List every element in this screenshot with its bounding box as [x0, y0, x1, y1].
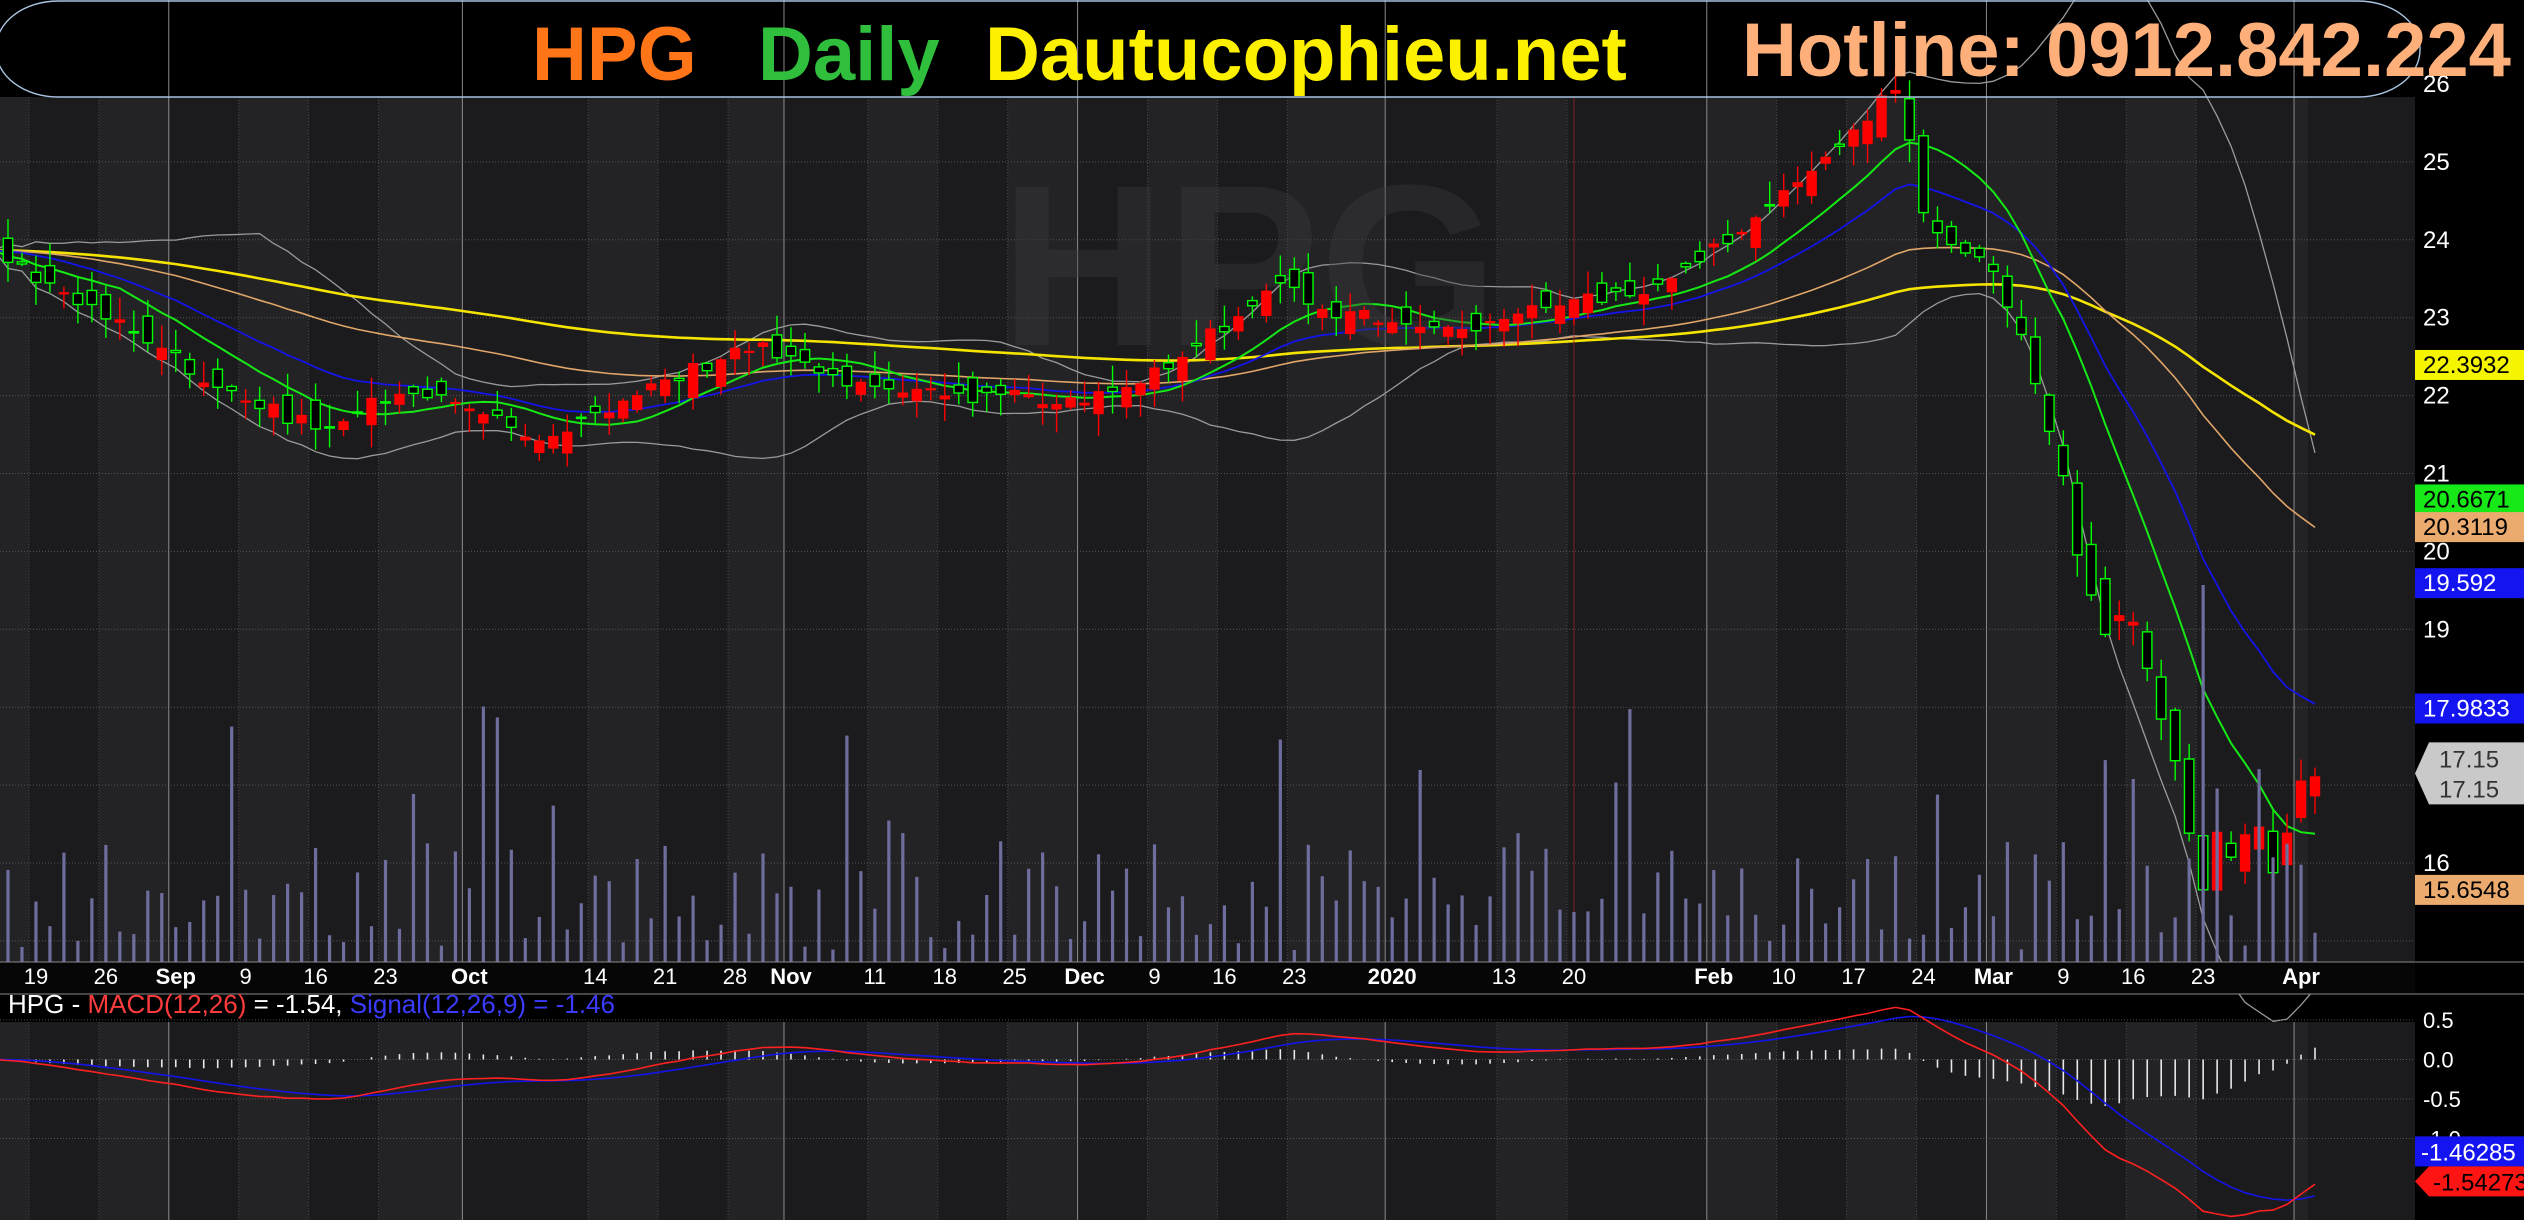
svg-text:-0.5: -0.5 — [2423, 1087, 2461, 1112]
svg-text:16: 16 — [2423, 850, 2450, 877]
svg-text:2020: 2020 — [1368, 964, 1417, 989]
svg-text:HPG - MACD(12,26) = -1.54, Sig: HPG - MACD(12,26) = -1.54, Signal(12,26,… — [8, 989, 615, 1019]
svg-text:0.5: 0.5 — [2423, 1008, 2454, 1033]
svg-text:-1.46285: -1.46285 — [2421, 1139, 2516, 1166]
svg-text:22: 22 — [2423, 383, 2450, 410]
svg-text:17.15: 17.15 — [2439, 746, 2499, 773]
svg-text:Sep: Sep — [156, 964, 196, 989]
svg-text:19.592: 19.592 — [2423, 570, 2496, 597]
svg-text:Feb: Feb — [1694, 964, 1733, 989]
svg-text:Apr: Apr — [2282, 964, 2320, 989]
svg-text:18: 18 — [933, 964, 957, 989]
svg-text:10: 10 — [1771, 964, 1795, 989]
svg-text:HPG: HPG — [1000, 137, 1498, 394]
svg-text:25: 25 — [1002, 964, 1026, 989]
svg-text:23: 23 — [2191, 964, 2215, 989]
svg-text:14: 14 — [583, 964, 607, 989]
svg-text:9: 9 — [1148, 964, 1160, 989]
svg-text:17: 17 — [1841, 964, 1865, 989]
svg-text:21: 21 — [2423, 461, 2450, 488]
svg-text:17.15: 17.15 — [2439, 776, 2499, 803]
svg-text:25: 25 — [2423, 149, 2450, 176]
svg-text:19: 19 — [2423, 616, 2450, 643]
svg-text:24: 24 — [1911, 964, 1935, 989]
svg-text:16: 16 — [2121, 964, 2145, 989]
svg-text:26: 26 — [94, 964, 118, 989]
svg-text:Nov: Nov — [770, 964, 812, 989]
svg-text:23: 23 — [373, 964, 397, 989]
svg-text:Mar: Mar — [1974, 964, 2014, 989]
svg-text:9: 9 — [240, 964, 252, 989]
svg-text:Dec: Dec — [1064, 964, 1104, 989]
svg-text:Daily: Daily — [758, 12, 940, 97]
svg-text:11: 11 — [863, 964, 886, 989]
svg-text:HPG: HPG — [532, 12, 697, 97]
svg-text:Hotline: 0912.842.224: Hotline: 0912.842.224 — [1742, 8, 2511, 93]
svg-text:20: 20 — [1562, 964, 1586, 989]
svg-text:0.0: 0.0 — [2423, 1048, 2454, 1073]
svg-text:15.6548: 15.6548 — [2423, 877, 2510, 904]
svg-text:19: 19 — [24, 964, 48, 989]
svg-text:Oct: Oct — [451, 964, 488, 989]
svg-text:-1.54273: -1.54273 — [2433, 1169, 2524, 1196]
svg-text:Dautucophieu.net: Dautucophieu.net — [985, 12, 1627, 97]
svg-text:28: 28 — [723, 964, 747, 989]
svg-text:13: 13 — [1492, 964, 1516, 989]
svg-text:20.3119: 20.3119 — [2423, 514, 2508, 541]
svg-text:23: 23 — [2423, 305, 2450, 332]
svg-text:20: 20 — [2423, 538, 2450, 565]
svg-text:9: 9 — [2057, 964, 2069, 989]
svg-text:21: 21 — [653, 964, 677, 989]
svg-text:16: 16 — [303, 964, 327, 989]
svg-text:24: 24 — [2423, 227, 2450, 254]
svg-text:16: 16 — [1212, 964, 1236, 989]
svg-text:23: 23 — [1282, 964, 1306, 989]
svg-text:20.6671: 20.6671 — [2423, 486, 2510, 513]
svg-text:17.9833: 17.9833 — [2423, 696, 2510, 723]
svg-text:22.3932: 22.3932 — [2423, 352, 2510, 379]
